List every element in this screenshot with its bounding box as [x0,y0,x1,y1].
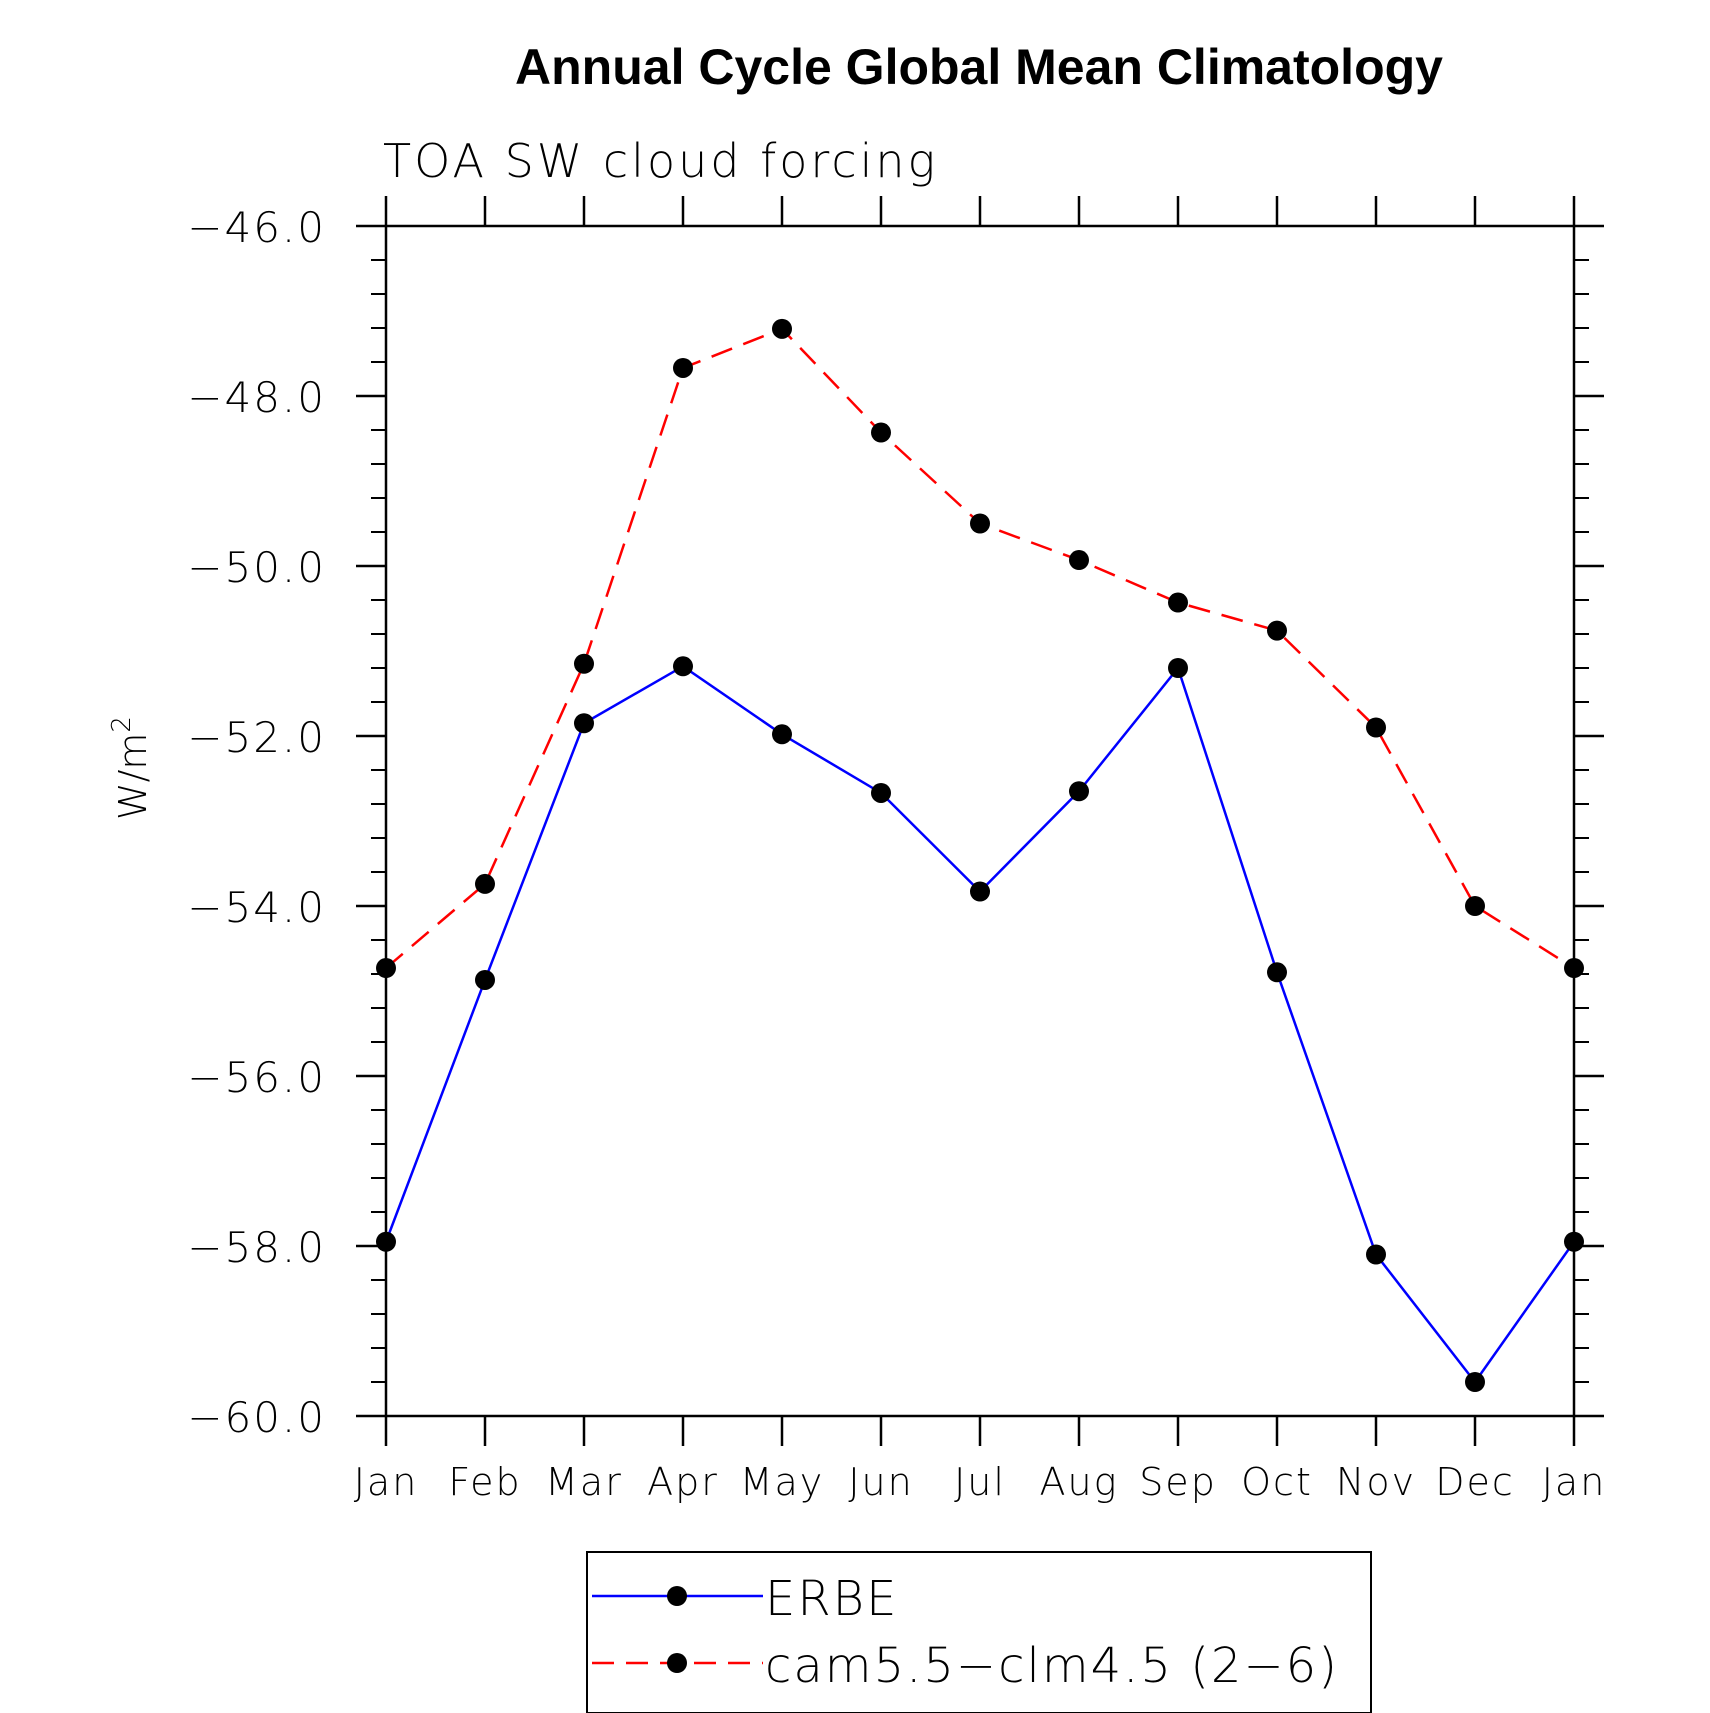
x-tick-label: Mar [545,1460,623,1504]
x-tick-label: Jul [954,1460,1006,1504]
x-tick-label: Jun [848,1460,913,1504]
data-point [673,357,693,378]
y-tick-label: −54.0 [187,883,326,932]
legend-label-1: cam5.5−clm4.5 (2−6) [765,1638,1339,1694]
x-tick-label: Oct [1241,1460,1313,1504]
x-tick-label: May [740,1460,825,1504]
data-point [1168,592,1188,613]
data-point [1267,620,1287,641]
data-point [1267,962,1287,983]
x-tick-label: Sep [1139,1460,1217,1504]
series-line-0 [384,664,1576,1385]
data-point [673,656,693,677]
data-point [376,958,396,979]
data-point [871,422,891,443]
data-point [871,782,891,803]
data-point [1564,1231,1584,1252]
axes: Jan Feb Mar Apr May Jun Jul Aug Sep Oct Nov Dec Jan−… [187,196,1607,1504]
data-point [772,724,792,745]
data-point [376,1231,396,1252]
data-point [970,881,990,902]
chart-title: Annual Cycle Global Mean Climatology [515,39,1443,95]
y-axis-label-superscript: 2 [107,716,137,733]
x-tick-label: Jan [354,1460,419,1504]
data-point [772,318,792,339]
legend-marker-1 [667,1653,687,1673]
legend-marker-0 [667,1586,687,1606]
data-point [574,713,594,734]
data-point [475,873,495,894]
data-markers [376,318,1584,1392]
x-tick-label: Apr [647,1460,719,1504]
x-tick-label: Jan [1542,1460,1607,1504]
data-point [475,969,495,990]
y-tick-label: −58.0 [187,1223,326,1272]
chart-subtitle: TOA SW cloud forcing [383,134,938,188]
data-point [1366,1244,1386,1265]
data-point [1465,896,1485,916]
y-tick-label: −46.0 [187,203,326,252]
data-point [1168,658,1188,678]
y-tick-label: −48.0 [187,373,326,422]
legend-label-0: ERBE [765,1571,898,1627]
series-lines [384,327,1576,1385]
x-tick-label: Aug [1040,1460,1119,1504]
legend: ERBE cam5.5−clm4.5 (2−6) [586,1551,1372,1713]
y-tick-label: −56.0 [187,1053,326,1102]
data-point [1069,550,1089,571]
data-point [1366,717,1386,738]
x-tick-label: Feb [448,1460,521,1504]
series-line-1 [385,327,1575,970]
data-point [1069,781,1089,802]
y-tick-label: −60.0 [187,1393,326,1442]
y-tick-label: −52.0 [187,713,326,762]
x-tick-label: Nov [1336,1460,1416,1504]
data-point [1465,1372,1485,1392]
y-axis-label-text: W/m [111,733,155,820]
legend-box [586,1551,1372,1713]
legend-items: ERBE cam5.5−clm4.5 (2−6) [592,1571,1339,1694]
y-axis-label: W/m2 [107,716,155,820]
plot-frame [384,224,1576,1418]
data-point [970,513,990,534]
y-tick-label: −50.0 [187,543,326,592]
data-point [1564,958,1584,979]
data-point [574,653,594,674]
x-tick-label: Dec [1435,1460,1515,1504]
